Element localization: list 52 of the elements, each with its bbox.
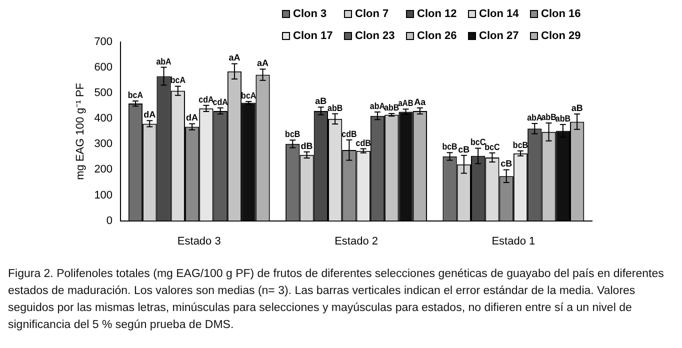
data-label: dB: [300, 140, 314, 151]
y-tick-label: 700: [94, 36, 113, 48]
legend-label: Clon 16: [541, 8, 581, 20]
y-tick-label: 500: [94, 87, 113, 100]
data-label: cdB: [356, 137, 371, 148]
data-label: abA: [370, 100, 386, 112]
data-label: cB: [500, 158, 513, 169]
y-tick-label: 200: [94, 164, 113, 176]
legend-label: Clon 23: [355, 30, 395, 42]
data-label: bcB: [285, 128, 300, 140]
data-label: dA: [144, 110, 156, 120]
data-label: abA: [156, 56, 172, 66]
data-label: Aa: [414, 96, 427, 107]
data-label: aA: [257, 58, 270, 68]
data-label: bcB: [442, 141, 458, 152]
data-label: aAB: [398, 98, 414, 108]
data-label: abB: [555, 113, 570, 124]
data-label: abB: [541, 112, 556, 122]
legend-label: Clon 26: [417, 30, 457, 42]
data-label: aA: [228, 52, 241, 63]
data-label: cB: [458, 144, 470, 154]
y-tick-label: 400: [94, 112, 113, 125]
data-label: abB: [384, 102, 400, 113]
data-label: cdA: [212, 96, 228, 107]
x-tick-label: Estado 2: [334, 235, 378, 248]
legend-label: Clon 27: [479, 30, 519, 42]
data-label: aB: [571, 103, 584, 114]
data-label: bcC: [484, 141, 500, 152]
legend-label: Clon 17: [293, 30, 333, 42]
y-tick-label: 100: [94, 189, 113, 202]
y-tick-label: 600: [94, 62, 113, 74]
data-label: abB: [327, 102, 343, 113]
data-label: abA: [527, 112, 542, 123]
legend-label: Clon 3: [293, 8, 327, 20]
x-tick-label: Estado 3: [177, 235, 221, 248]
legend-label: Clon 7: [355, 8, 389, 20]
y-tick-label: 300: [94, 138, 113, 150]
data-label: dA: [186, 112, 199, 123]
y-tick-label: 0: [106, 214, 113, 227]
x-tick-label: Estado 1: [492, 235, 536, 248]
data-label: bcC: [470, 136, 486, 148]
data-label: aB: [315, 96, 328, 106]
data-label: bcA: [241, 90, 256, 101]
legend-label: Clon 14: [479, 8, 520, 20]
data-label: bcA: [170, 74, 186, 86]
data-label: bcA: [128, 90, 144, 100]
data-label: cdB: [342, 128, 357, 139]
legend-label: Clon 12: [417, 8, 457, 20]
text: Figura 2. Polifenoles totales (mg EAG/100 g PF) de frutos de diferentes selecciones genéticas de guayabo del país en diferentes estados de maduración. Los valores son medias (n= 3). Las barras verticales indican el error estándar de la media. Valores seguidos por las mismas letras, minúsculas para selecciones y mayúsculas para estados, no difieren entre sí a un nivel de significancia del 5 % según prueba de DMS.: [8, 267, 665, 333]
data-label: cdA: [198, 94, 214, 104]
y-axis-title: mg EAG 100 g⁻¹ PF: [74, 82, 87, 180]
legend-label: Clon 29: [541, 30, 581, 42]
